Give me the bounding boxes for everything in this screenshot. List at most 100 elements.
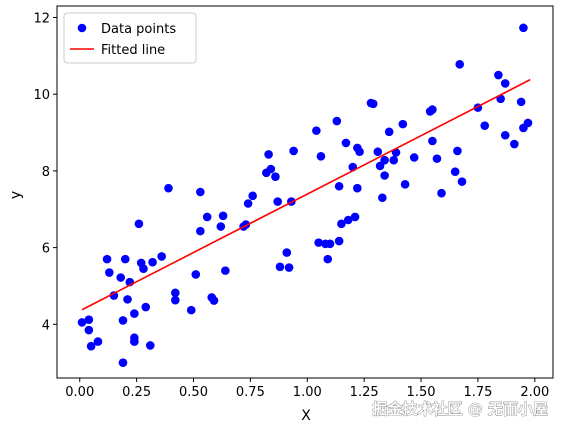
data-point: [455, 59, 465, 69]
data-point: [105, 268, 114, 277]
fitted-line: [81, 78, 531, 311]
data-point: [77, 318, 87, 327]
watermark-text: 掘金技术社区 @ 无而小屋: [373, 400, 548, 418]
data-point: [353, 183, 362, 193]
data-point: [316, 152, 326, 161]
x-tick-label: 1.50: [407, 385, 436, 400]
data-point: [323, 254, 333, 264]
data-point: [145, 341, 155, 350]
x-tick-label: 0.50: [179, 385, 208, 400]
data-point: [164, 183, 173, 193]
data-point: [332, 116, 342, 126]
legend-box: [63, 12, 197, 64]
data-point: [400, 180, 410, 189]
data-point: [202, 212, 212, 222]
data-point: [191, 270, 201, 279]
x-tick-label: 0.25: [122, 385, 151, 400]
data-point: [437, 188, 446, 198]
data-point: [450, 167, 460, 176]
legend: Data points Fitted line: [63, 12, 197, 64]
data-point: [130, 333, 139, 343]
data-point: [118, 316, 128, 325]
data-point: [500, 130, 510, 140]
data-point: [457, 177, 467, 186]
data-point: [209, 296, 219, 305]
data-point: [337, 219, 346, 229]
data-point: [368, 99, 378, 109]
data-point: [314, 238, 323, 247]
data-point: [398, 119, 408, 129]
data-point: [409, 153, 419, 162]
data-point: [373, 147, 383, 157]
x-tick-label: 0.75: [236, 385, 265, 400]
x-tick-label: 0.00: [65, 385, 94, 400]
data-point: [123, 295, 132, 304]
data-point: [218, 211, 228, 221]
data-point: [102, 254, 112, 264]
data-point: [118, 358, 128, 367]
legend-label-fitted-line: Fitted line: [101, 43, 165, 58]
data-point: [334, 236, 344, 246]
data-point: [196, 226, 205, 236]
data-point: [130, 309, 139, 318]
axes-frame: [56, 5, 554, 379]
data-point: [86, 341, 96, 351]
legend-label-data-points: Data points: [101, 22, 176, 37]
x-tick-label: 2.00: [520, 385, 549, 400]
data-point: [510, 139, 519, 149]
data-point: [141, 302, 151, 312]
data-point: [148, 257, 157, 267]
data-point: [157, 252, 166, 261]
data-point: [109, 291, 119, 300]
data-point: [325, 239, 335, 249]
y-tick-label: 4: [42, 318, 50, 333]
x-tick-label: 1.75: [463, 385, 492, 400]
data-point: [134, 219, 144, 229]
data-point: [428, 136, 437, 146]
legend-scatter-marker: [77, 23, 87, 33]
data-point: [350, 212, 360, 222]
data-point: [116, 273, 126, 282]
data-point: [243, 199, 253, 208]
data-point: [343, 215, 353, 225]
y-tick-label: 6: [42, 242, 50, 257]
data-point: [84, 315, 94, 325]
data-point: [494, 70, 503, 80]
data-point: [171, 288, 180, 298]
data-point: [289, 146, 298, 156]
data-point: [221, 266, 230, 275]
y-tick-label: 10: [33, 88, 50, 103]
data-point: [380, 155, 389, 165]
data-point: [139, 264, 148, 274]
data-point: [266, 164, 276, 174]
axes: 0.00 0.25 0.50 0.75 1.00 1.25 1.50 1.75 2.00 4 6 8 1…: [33, 5, 554, 400]
data-point: [282, 248, 292, 257]
plot-area: [77, 23, 533, 367]
data-point: [380, 171, 389, 180]
data-point: [275, 262, 285, 272]
data-point: [500, 79, 510, 88]
data-point: [432, 154, 442, 163]
data-point: [120, 254, 130, 264]
data-point: [341, 138, 351, 148]
data-point: [93, 337, 103, 346]
data-point: [389, 155, 399, 165]
data-point: [428, 105, 437, 114]
y-tick-label: 8: [42, 165, 50, 180]
data-point: [384, 127, 394, 137]
data-point: [523, 118, 533, 128]
data-point: [516, 97, 526, 107]
x-tick-label: 1.00: [293, 385, 322, 400]
data-point: [248, 191, 257, 201]
y-axis-label: y: [8, 191, 24, 199]
data-point: [196, 187, 205, 197]
data-point: [271, 172, 280, 181]
data-point: [453, 146, 462, 156]
data-point: [216, 222, 226, 231]
x-axis-label: X: [301, 408, 311, 424]
data-point: [355, 147, 364, 157]
data-point: [519, 23, 528, 33]
